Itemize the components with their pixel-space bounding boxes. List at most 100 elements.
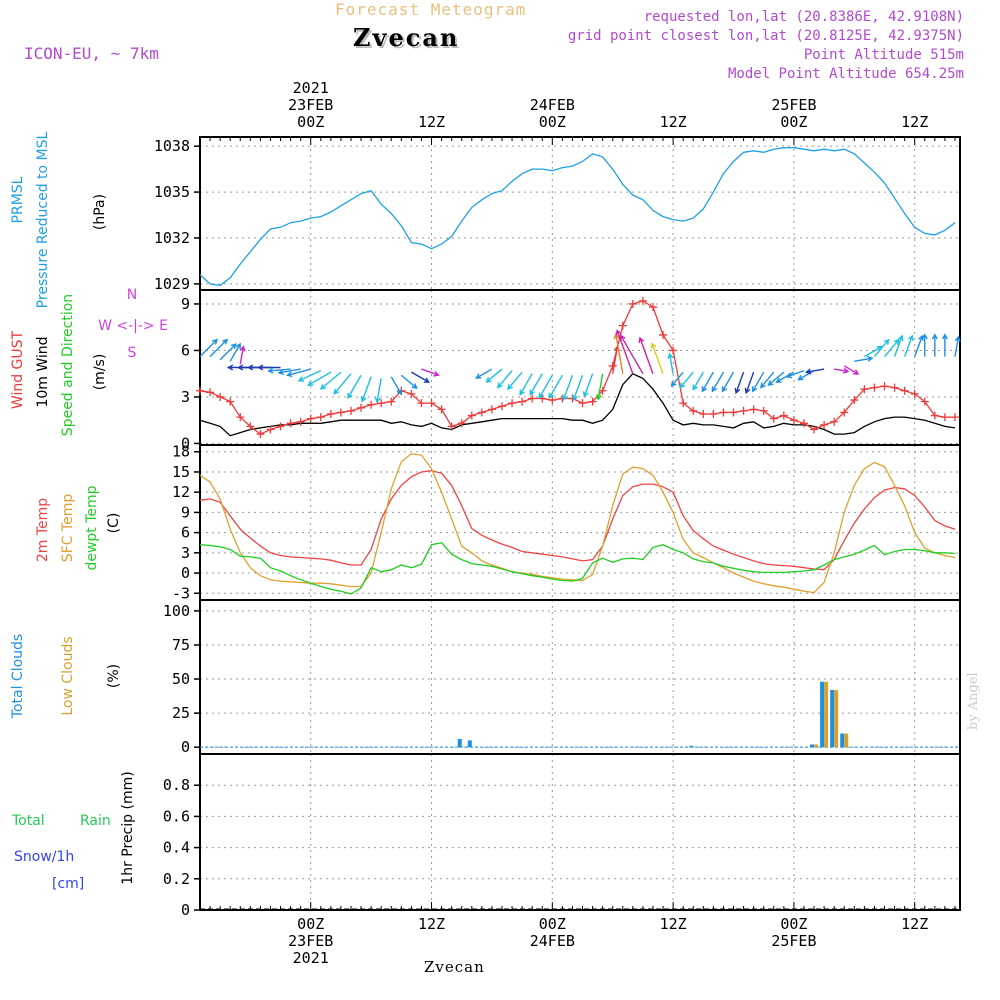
- wind-gust-marker: [316, 413, 325, 422]
- footer-location: Zvecan: [424, 958, 485, 976]
- wind-gust-marker: [336, 408, 345, 417]
- wind-direction-arrow: [374, 378, 382, 404]
- cloud-bar-total_clouds: [467, 740, 472, 748]
- wind-gust-marker: [860, 385, 869, 394]
- temp-line-t2m: [199, 469, 956, 571]
- wind-gust-marker: [820, 420, 829, 429]
- wind-direction-arrow: [475, 368, 493, 379]
- precip-label-cm: [cm]: [52, 876, 84, 892]
- wind-direction-arrow: [421, 368, 440, 377]
- wind-direction-arrow: [883, 338, 900, 358]
- wind-gust-marker: [508, 399, 517, 408]
- wind-direction-arrow: [941, 333, 948, 357]
- wind-direction-arrow: [347, 374, 362, 400]
- wind-direction-arrow: [638, 336, 654, 374]
- wind-gust-marker: [437, 405, 446, 414]
- cloud-bar-total_clouds: [840, 733, 845, 748]
- clouds-label-total: Total Clouds: [10, 634, 26, 719]
- wind-gust-marker: [618, 321, 627, 330]
- wind-direction-arrow: [267, 367, 291, 374]
- ytick-label-pressure: 1029: [154, 275, 190, 293]
- bottom-time-label: 12Z: [901, 915, 928, 933]
- wind-gust-marker: [487, 405, 496, 414]
- wind-direction-arrow: [751, 371, 765, 393]
- ytick-label-pressure: 1038: [154, 137, 190, 155]
- wind-direction-arrow: [775, 371, 795, 383]
- wind-gust-marker: [196, 386, 204, 395]
- wind-gust-marker: [719, 408, 728, 417]
- wind-gust-marker: [246, 422, 255, 431]
- cloud-bar-low_clouds: [834, 689, 839, 748]
- wind-gust-marker: [870, 383, 879, 392]
- pressure-line: [199, 147, 956, 287]
- wind-direction-arrow: [277, 368, 301, 376]
- wind-label-unit: (m/s): [92, 354, 108, 391]
- wind-speed-line: [199, 372, 956, 437]
- wind-gust-marker: [749, 405, 758, 414]
- cloud-bar-low_clouds: [844, 733, 849, 748]
- ytick-label-temperature: 6: [181, 524, 190, 542]
- wind-direction-arrow: [744, 371, 755, 395]
- wind-direction-arrow: [519, 373, 533, 396]
- wind-direction-arrow: [229, 342, 241, 362]
- wind-direction-arrow: [595, 373, 604, 401]
- wind-direction-arrow: [400, 374, 418, 390]
- wind-direction-arrow: [854, 355, 874, 362]
- wind-direction-arrow: [734, 371, 745, 395]
- ytick-label-temperature: 9: [181, 503, 190, 521]
- top-time-label: 12Z: [418, 113, 445, 131]
- temp-line-tsfc: [199, 453, 956, 594]
- wind-gust-marker: [679, 399, 688, 408]
- wind-direction-arrow: [893, 334, 904, 357]
- panel-precip: 0 0.2 0.4 0.6 0.8: [163, 753, 961, 919]
- panel-clouds: 0 25 50 75 100: [163, 599, 961, 756]
- wind-gust-marker: [779, 411, 788, 420]
- wind-gust-marker: [367, 400, 376, 409]
- frame-pressure: [199, 136, 961, 291]
- bottom-time-label: 23FEB: [288, 932, 333, 950]
- ytick-label-temperature: 15: [172, 463, 190, 481]
- requested-coords: requested lon,lat (20.8386E, 42.9108N): [643, 9, 964, 25]
- location-info: requested lon,lat (20.8386E, 42.9108N) g…: [568, 8, 964, 84]
- top-time-label: 25FEB: [771, 96, 816, 114]
- wind-gust-marker: [910, 389, 919, 398]
- wind-gust-marker: [638, 296, 647, 305]
- ytick-label-clouds: 50: [172, 670, 190, 688]
- wind-direction-arrow: [843, 365, 860, 375]
- wind-gust-marker: [648, 303, 657, 312]
- ytick-label-precip: 0.6: [163, 807, 190, 825]
- wind-direction-arrow: [529, 373, 543, 396]
- ytick-label-clouds: 75: [172, 636, 190, 654]
- temp-label-sfc: SFC Temp: [60, 494, 76, 563]
- top-time-label: 23FEB: [288, 96, 333, 114]
- wind-gust-marker: [880, 382, 889, 391]
- wind-gust-marker: [588, 397, 597, 406]
- bottom-time-label: 00Z: [539, 915, 566, 933]
- ytick-label-precip: 0.8: [163, 776, 190, 794]
- bottom-time-label: 00Z: [297, 915, 324, 933]
- wind-gust-marker: [447, 422, 456, 431]
- wind-direction-arrow: [485, 368, 503, 383]
- wind-direction-arrow: [931, 333, 938, 357]
- ytick-label-wind: 0: [181, 434, 190, 452]
- wind-direction-arrow: [496, 370, 513, 389]
- bottom-time-label: 24FEB: [530, 932, 575, 950]
- wind-direction-arrow: [507, 371, 523, 391]
- bottom-time-label: 25FEB: [771, 932, 816, 950]
- temp-label-unit: (C): [106, 513, 122, 534]
- cloud-bar-total_clouds: [830, 689, 835, 748]
- ytick-label-wind: 6: [181, 341, 190, 359]
- wind-direction-arrow: [903, 334, 914, 357]
- wind-gust-marker: [799, 419, 808, 428]
- bottom-time-label: 00Z: [780, 915, 807, 933]
- wind-gust-marker: [477, 408, 486, 417]
- wind-gust-marker: [497, 402, 506, 411]
- temp-line-dewpt: [199, 541, 956, 595]
- wind-direction-arrow: [297, 369, 322, 382]
- wind-gust-marker: [769, 414, 778, 423]
- wind-label-dir: Speed and Direction: [60, 294, 76, 436]
- wind-gust-marker: [950, 413, 959, 422]
- wind-direction-arrow: [921, 333, 928, 357]
- bottom-time-label: 2021: [293, 949, 329, 967]
